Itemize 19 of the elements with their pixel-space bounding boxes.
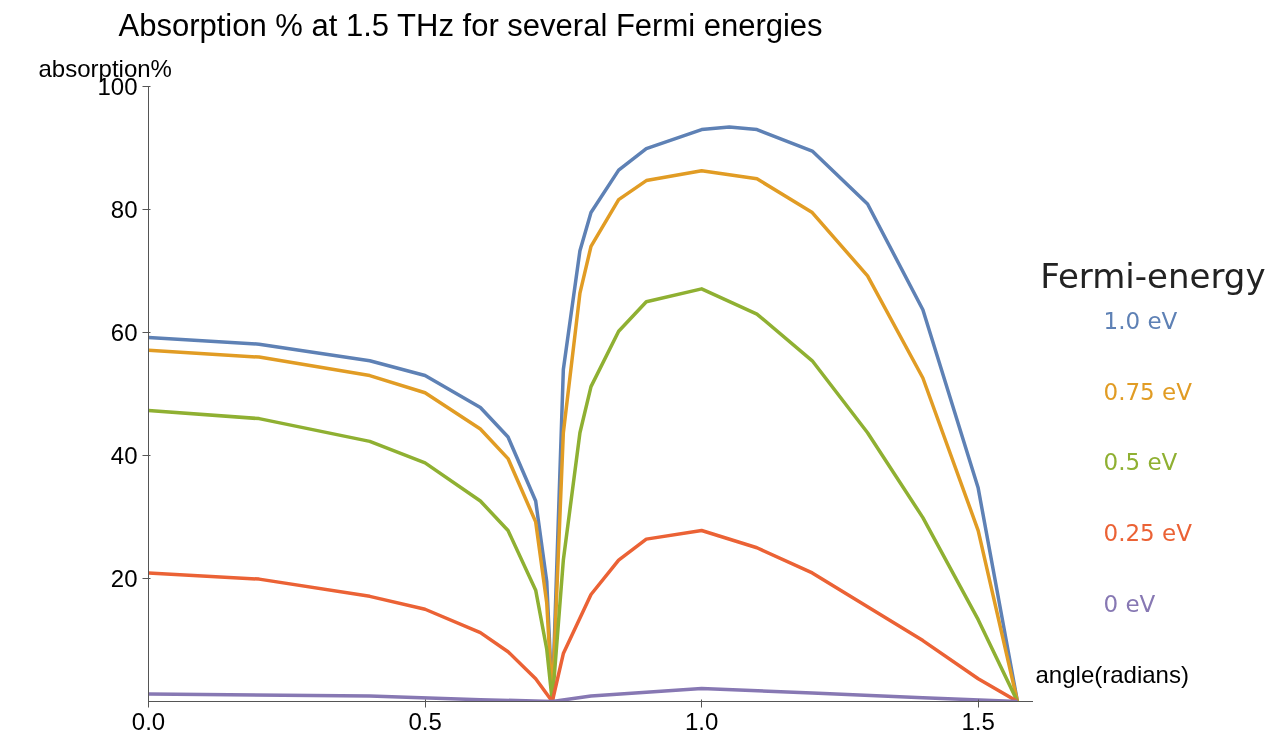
chart-title: Absorption % at 1.5 THz for several Fermi energies <box>118 7 823 43</box>
text: 0 eV <box>1103 590 1156 617</box>
x-tick-label: 0.5 <box>408 707 442 735</box>
text: 0.5 eV <box>1103 449 1178 476</box>
line-series <box>148 528 1020 702</box>
line-series <box>148 287 1020 702</box>
text: 0.75 eV <box>1103 378 1193 405</box>
x-tick-label: 1.0 <box>684 707 719 735</box>
text: 0.25 eV <box>1103 520 1193 547</box>
y-tick-label: 40 <box>110 442 138 469</box>
legend-title: Fermi-energy <box>1040 255 1266 296</box>
text: 1.0 eV <box>1103 308 1178 335</box>
line-series <box>148 686 1020 702</box>
x-axis-title: angle(radians) <box>1035 660 1189 688</box>
y-tick-label: 80 <box>110 196 138 223</box>
x-tick-label: 1.5 <box>961 707 995 735</box>
x-tick-label: 0.0 <box>131 707 166 735</box>
y-tick-label: 60 <box>110 319 138 346</box>
y-tick-label: 20 <box>110 565 138 592</box>
